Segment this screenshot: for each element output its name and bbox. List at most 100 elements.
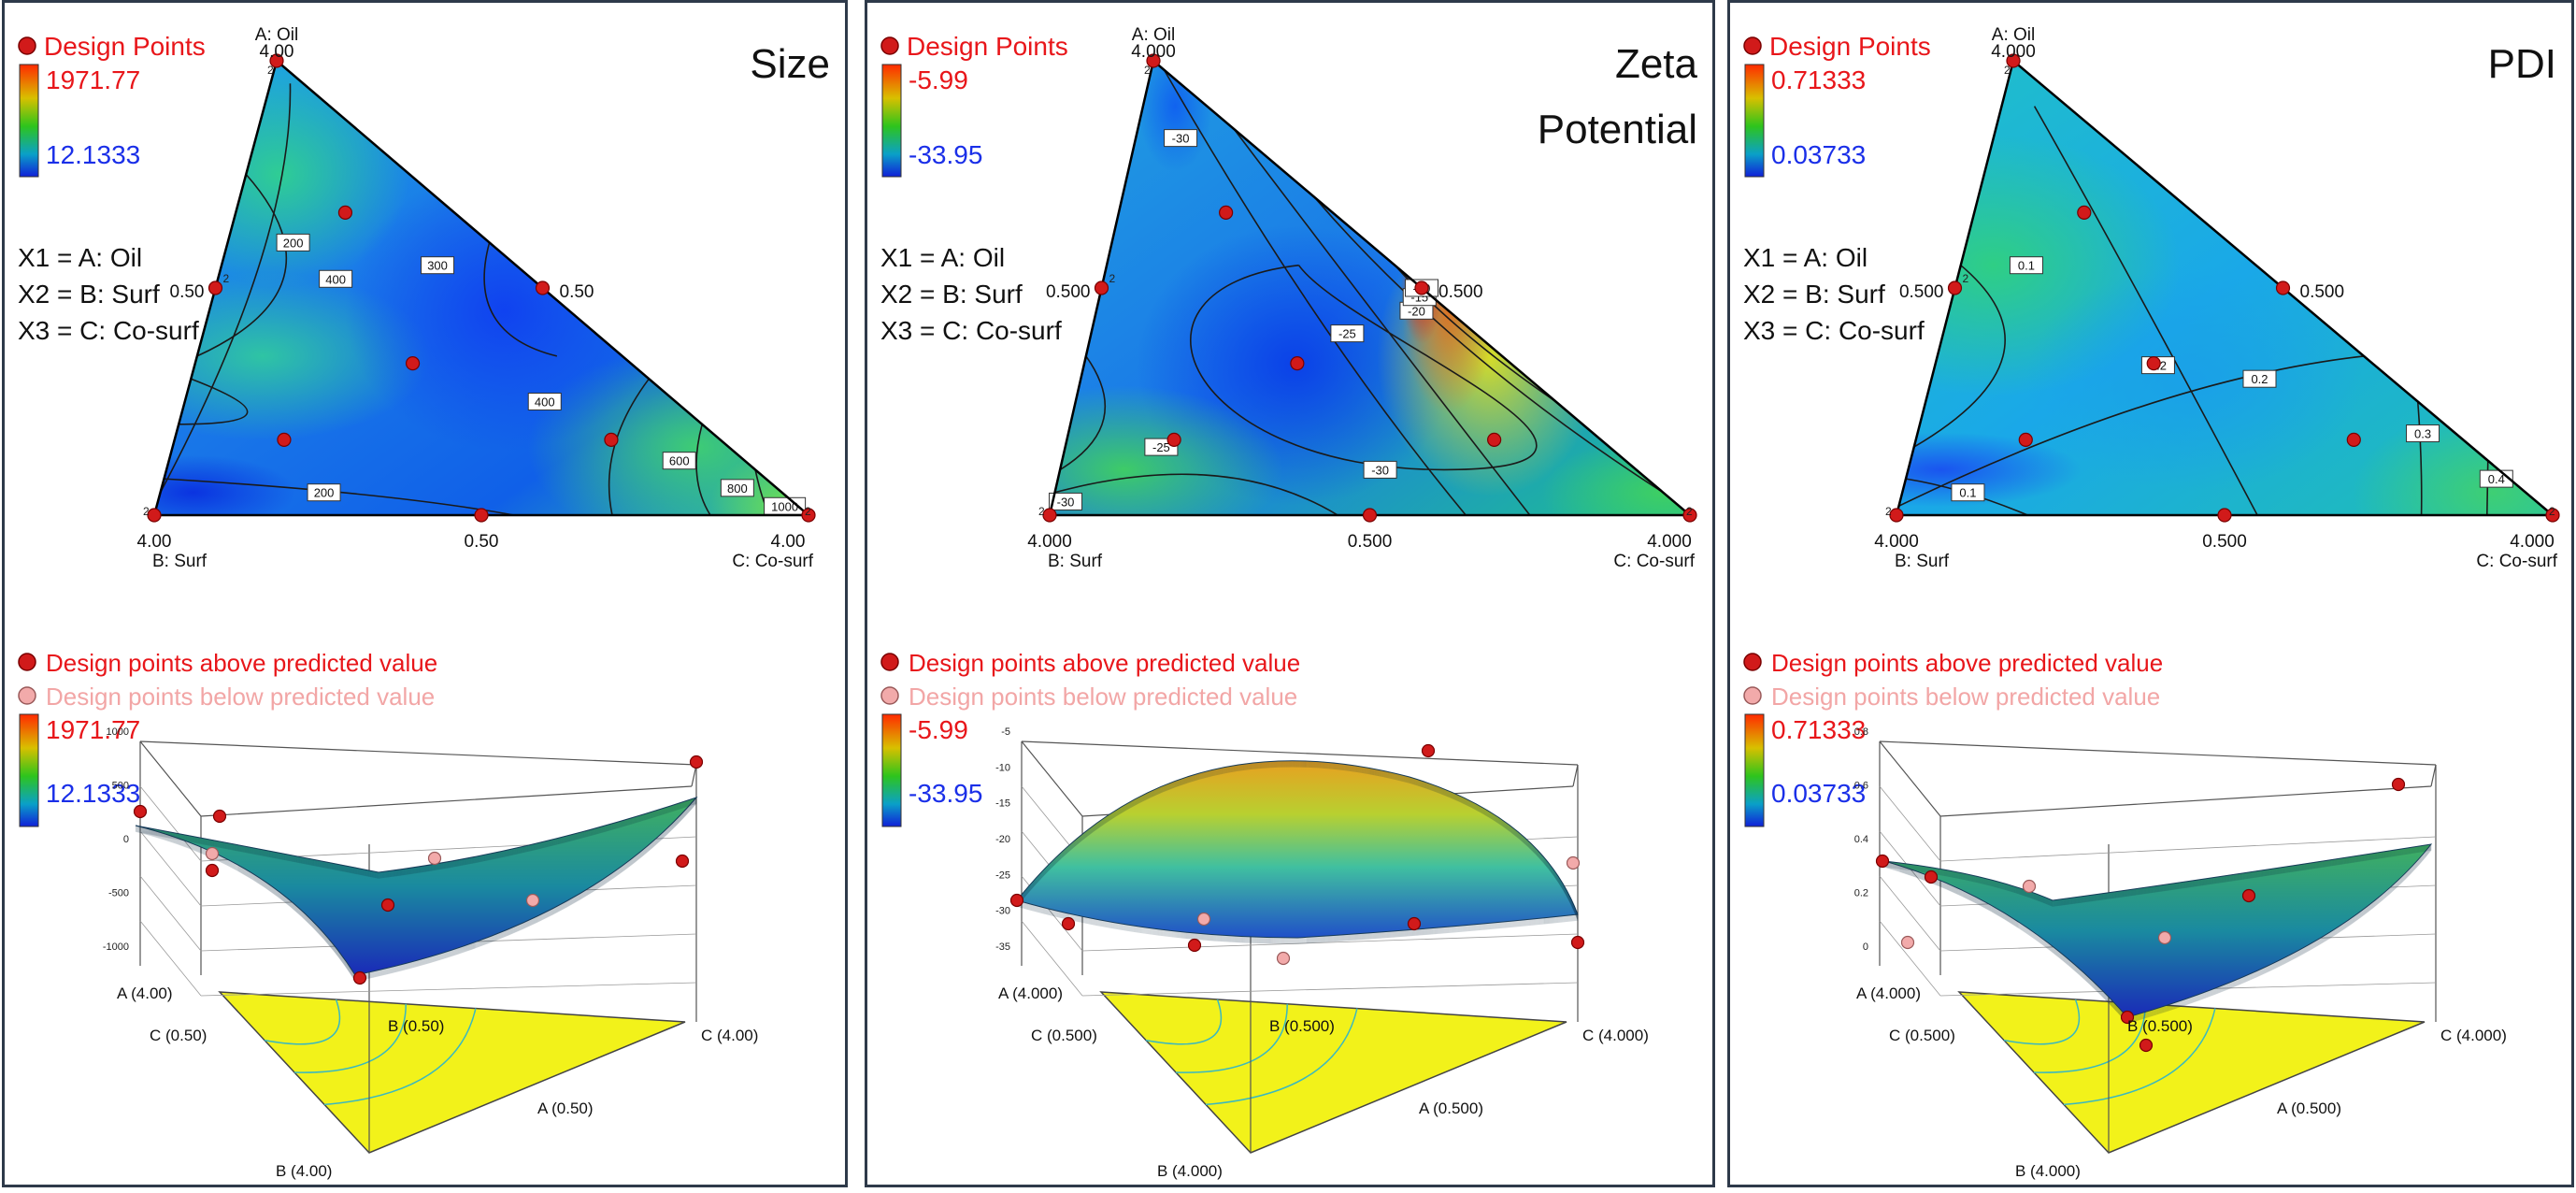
base-contour bbox=[1175, 1003, 1288, 1073]
design-point bbox=[1166, 432, 1181, 447]
surface-mesh bbox=[135, 800, 697, 980]
above-label: Design points above predicted value bbox=[46, 649, 437, 677]
design-point bbox=[277, 432, 292, 447]
grid-line bbox=[1081, 982, 1579, 997]
factor-label: X1 = A: Oil bbox=[1743, 243, 1868, 272]
contour-label-box bbox=[662, 452, 696, 470]
above-design-point bbox=[1009, 893, 1024, 908]
z-tick-label: -5 bbox=[1001, 726, 1010, 738]
surface-axis-label: A (0.500) bbox=[2277, 1100, 2341, 1117]
factor-label: X2 = B: Surf bbox=[18, 280, 160, 309]
design-points-marker bbox=[880, 36, 899, 55]
z-tick-label: 0.2 bbox=[1854, 888, 1868, 899]
surface-mesh bbox=[1016, 764, 1579, 942]
factor-label: X3 = C: Co-surf bbox=[18, 316, 199, 345]
grid-line bbox=[139, 785, 202, 862]
contour-label-box bbox=[1951, 483, 1985, 502]
design-point bbox=[535, 280, 551, 295]
design-point bbox=[2146, 356, 2161, 371]
contour-line bbox=[159, 83, 292, 494]
contour-label-box bbox=[276, 233, 310, 252]
contour-label: -20 bbox=[1408, 304, 1425, 318]
surface-axis-label: B (4.000) bbox=[2015, 1162, 2081, 1180]
above-design-point bbox=[2139, 1038, 2154, 1053]
factor-label: X1 = A: Oil bbox=[880, 243, 1005, 272]
surface-mesh bbox=[1883, 847, 2432, 1022]
above-design-point bbox=[133, 804, 148, 819]
surface-mesh bbox=[135, 802, 697, 982]
grid-line bbox=[139, 920, 202, 997]
contour-label: 300 bbox=[427, 259, 448, 273]
surface-mesh bbox=[1883, 845, 2432, 1020]
surface-mesh bbox=[1016, 766, 1579, 944]
surface-legend-low: 0.03733 bbox=[1771, 779, 1866, 808]
surface-plot: 1000 500 0 -500 -1000 A (4.00) B (0.50) C (4.00… bbox=[103, 726, 759, 1180]
color-region bbox=[1050, 385, 1283, 515]
box-frame bbox=[1879, 740, 2437, 817]
box-frame bbox=[139, 740, 697, 817]
surface-mesh bbox=[1883, 846, 2432, 1020]
surface-mesh bbox=[1883, 844, 2432, 1018]
above-design-point bbox=[1924, 870, 1939, 884]
bottom-mid-value: 0.500 bbox=[1348, 532, 1393, 552]
color-bar bbox=[1744, 64, 1765, 178]
contour-label: 400 bbox=[535, 395, 555, 410]
surface-plot: -5 -10 -15 -20 -25 -30 -35 A (4.000) B (0.500) C … bbox=[995, 726, 1649, 1180]
z-tick-label: -15 bbox=[995, 798, 1010, 810]
z-tick-label: 0 bbox=[1863, 941, 1868, 953]
above-marker bbox=[880, 653, 899, 671]
apex-left-name: B: Surf bbox=[152, 552, 208, 571]
surface-mesh bbox=[1016, 761, 1579, 940]
contour-label-box bbox=[527, 393, 562, 410]
surface-mesh bbox=[135, 798, 697, 978]
design-point bbox=[208, 280, 223, 295]
design-point bbox=[2018, 432, 2033, 447]
above-design-point bbox=[1187, 938, 1202, 953]
panel-size: Design Points 1971.77 12.1333 Size X1 = A: O… bbox=[2, 0, 848, 1187]
surface-mesh bbox=[135, 801, 697, 981]
design-point bbox=[1219, 205, 1234, 220]
base-plane bbox=[218, 991, 686, 1154]
replicate-count: 2 bbox=[143, 505, 150, 518]
legend-low-value: 12.1333 bbox=[46, 140, 140, 169]
contour-line bbox=[1913, 265, 2006, 448]
response-surface bbox=[135, 796, 698, 976]
above-design-point bbox=[1570, 935, 1585, 950]
base-contour bbox=[2033, 1003, 2146, 1073]
surface-mesh bbox=[1883, 849, 2432, 1024]
color-region bbox=[2353, 408, 2553, 515]
contour-line bbox=[1233, 128, 1531, 515]
color-region bbox=[1896, 432, 2082, 508]
z-tick-label: -25 bbox=[995, 870, 1010, 881]
grid-line bbox=[200, 982, 697, 997]
contour-line bbox=[1313, 196, 1664, 494]
base-contour bbox=[1145, 999, 1223, 1045]
design-point bbox=[1042, 508, 1057, 523]
surface-axis-label: A (0.500) bbox=[1419, 1100, 1483, 1117]
design-point bbox=[1362, 508, 1378, 523]
grid-line bbox=[1081, 933, 1579, 952]
surface-axis-label: A (4.000) bbox=[998, 985, 1063, 1002]
apex-top-value: 4.00 bbox=[260, 42, 294, 62]
below-marker bbox=[1743, 686, 1762, 705]
factor-label: X2 = B: Surf bbox=[880, 280, 1023, 309]
above-design-point bbox=[1061, 916, 1076, 931]
contour-label: 0.1 bbox=[1959, 486, 1976, 500]
below-design-point bbox=[1276, 951, 1291, 966]
surface-axis-label: C (0.500) bbox=[1031, 1027, 1097, 1044]
replicate-count: 2 bbox=[2549, 505, 2555, 518]
below-label: Design points below predicted value bbox=[46, 683, 435, 711]
response-surface bbox=[1883, 843, 2433, 1018]
contour-line bbox=[1054, 473, 1338, 515]
below-design-point bbox=[525, 893, 540, 908]
surface-mesh bbox=[1883, 848, 2432, 1022]
surface-axis-label: A (0.50) bbox=[537, 1100, 594, 1117]
factor-label: X2 = B: Surf bbox=[1743, 280, 1885, 309]
apex-right-value: 4.000 bbox=[2510, 532, 2555, 552]
apex-left-name: B: Surf bbox=[1048, 552, 1103, 571]
above-design-point bbox=[675, 854, 690, 869]
base-contour bbox=[264, 999, 341, 1045]
surface-mesh bbox=[1016, 760, 1579, 939]
surface-mesh bbox=[135, 798, 697, 977]
surface-color-bar bbox=[881, 713, 902, 827]
